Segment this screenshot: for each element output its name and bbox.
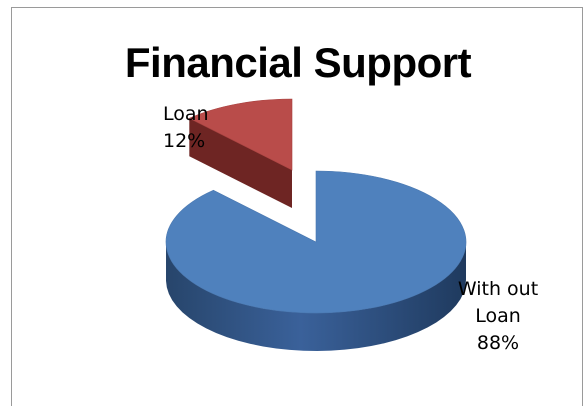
slice-label-without-loan-name-2: Loan xyxy=(475,305,521,327)
slice-label-without-loan-name-1: With out xyxy=(457,278,539,300)
chart-title: Financial Support xyxy=(124,39,472,86)
slice-side-0 xyxy=(189,118,292,208)
slice-label-without-loan-percent: 88% xyxy=(476,332,520,354)
slice-label-loan-percent: 12% xyxy=(163,130,206,152)
slice-loan xyxy=(188,98,293,171)
slice-label-without-loan: With out Loan 88% xyxy=(455,276,541,357)
slice-without-loan xyxy=(165,170,467,314)
slice-label-loan: Loan 12% xyxy=(163,101,209,155)
slice-label-loan-name: Loan xyxy=(163,103,209,125)
